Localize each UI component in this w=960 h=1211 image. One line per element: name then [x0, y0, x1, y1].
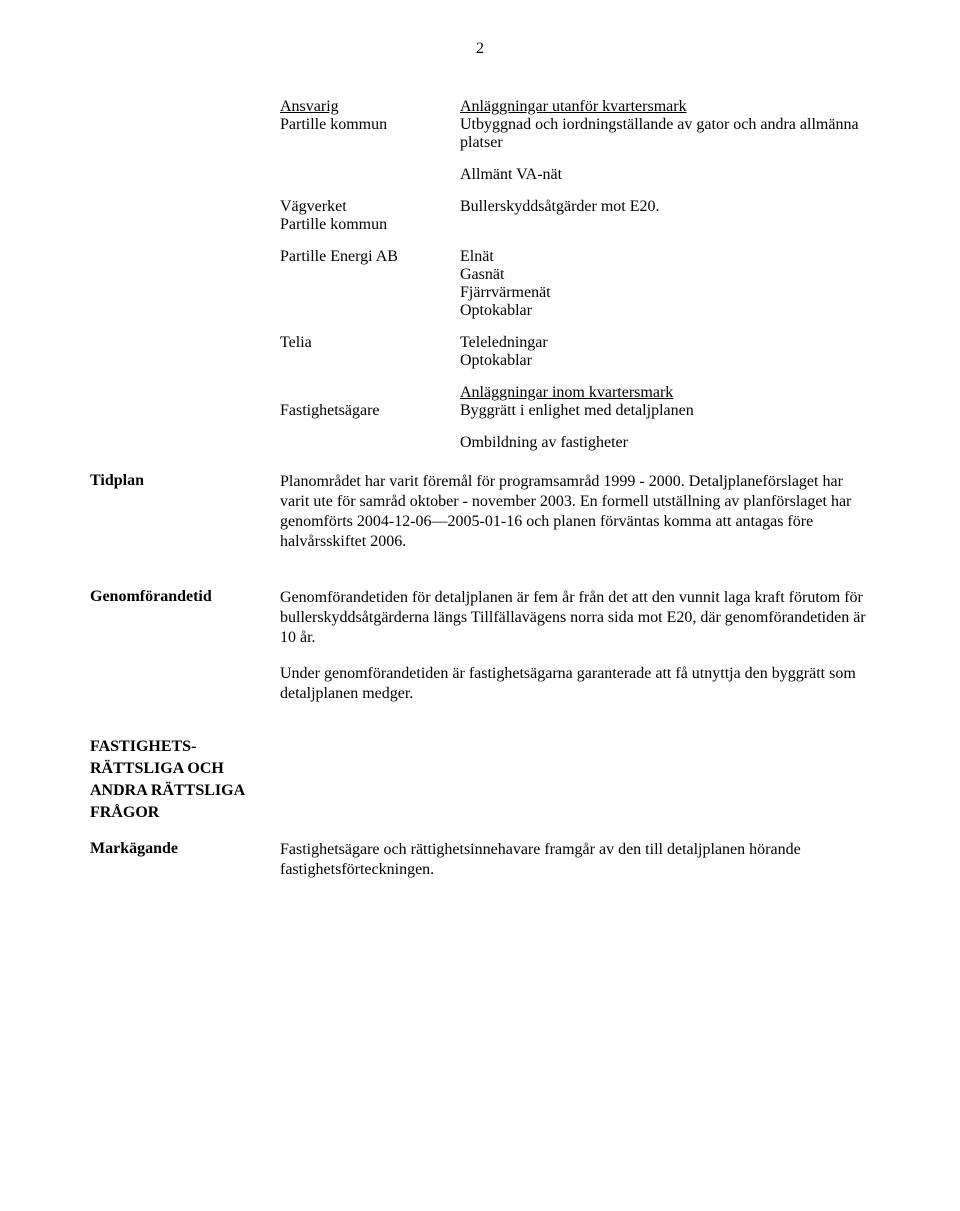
fastighets-line1: FASTIGHETS- — [90, 738, 870, 756]
resp-row: Optokablar — [280, 352, 870, 370]
markagande-section: Markägande Fastighetsägare och rättighet… — [90, 840, 870, 896]
genomforandetid-para2: Under genomförandetiden är fastighetsäga… — [280, 664, 870, 704]
resp-row: Vägverket Bullerskyddsåtgärder mot E20. — [280, 198, 870, 216]
resp-row: Gasnät — [280, 266, 870, 284]
resp-left: Fastighetsägare — [280, 402, 460, 420]
resp-header-left: Ansvarig — [280, 98, 460, 116]
resp-right: Bullerskyddsåtgärder mot E20. — [460, 198, 870, 216]
markagande-text: Fastighetsägare och rättighetsinnehavare… — [280, 840, 870, 880]
resp-left: Partille kommun — [280, 116, 460, 152]
genomforandetid-para1: Genomförandetiden för detaljplanen är fe… — [280, 588, 870, 648]
tidplan-section: Tidplan Planområdet har varit föremål fö… — [90, 472, 870, 568]
resp-row: Partille kommun Utbyggnad och iordningst… — [280, 116, 870, 152]
resp-left: Vägverket — [280, 198, 460, 216]
tidplan-text: Planområdet har varit föremål för progra… — [280, 472, 870, 552]
responsibility-section: Ansvarig Anläggningar utanför kvartersma… — [90, 98, 870, 452]
responsibility-left-spacer — [90, 98, 280, 452]
responsibility-content: Ansvarig Anläggningar utanför kvartersma… — [280, 98, 870, 452]
markagande-label: Markägande — [90, 840, 280, 896]
resp-row: Fjärrvärmenät — [280, 284, 870, 302]
resp-row: Fastighetsägare Byggrätt i enlighet med … — [280, 402, 870, 420]
resp-header-row: Ansvarig Anläggningar utanför kvartersma… — [280, 98, 870, 116]
tidplan-label: Tidplan — [90, 472, 280, 568]
resp-header2-left — [280, 384, 460, 402]
page-number: 2 — [90, 40, 870, 58]
fastighets-heading: FASTIGHETS- RÄTTSLIGA OCH ANDRA RÄTTSLIG… — [90, 738, 870, 822]
page-container: 2 Ansvarig Anläggningar utanför kvarters… — [0, 0, 960, 956]
resp-right: Allmänt VA-nät — [460, 166, 870, 184]
resp-right: Gasnät — [460, 266, 870, 284]
resp-row: Ombildning av fastigheter — [280, 434, 870, 452]
resp-left: Partille kommun — [280, 216, 460, 234]
resp-row: Telia Teleledningar — [280, 334, 870, 352]
resp-right: Byggrätt i enlighet med detaljplanen — [460, 402, 870, 420]
resp-left — [280, 284, 460, 302]
fastighets-line2: RÄTTSLIGA OCH — [90, 760, 870, 778]
resp-right: Elnät — [460, 248, 870, 266]
resp-left — [280, 352, 460, 370]
resp-right: Optokablar — [460, 352, 870, 370]
resp-right: Teleledningar — [460, 334, 870, 352]
resp-left: Telia — [280, 334, 460, 352]
resp-header2-row: Anläggningar inom kvartersmark — [280, 384, 870, 402]
resp-right: Ombildning av fastigheter — [460, 434, 870, 452]
resp-header2-right: Anläggningar inom kvartersmark — [460, 384, 870, 402]
genomforandetid-label: Genomförandetid — [90, 588, 280, 720]
resp-header-right: Anläggningar utanför kvartersmark — [460, 98, 870, 116]
resp-row: Partille Energi AB Elnät — [280, 248, 870, 266]
resp-row: Optokablar — [280, 302, 870, 320]
resp-right — [460, 216, 870, 234]
resp-right: Fjärrvärmenät — [460, 284, 870, 302]
genomforandetid-content: Genomförandetiden för detaljplanen är fe… — [280, 588, 870, 720]
fastighets-line4: FRÅGOR — [90, 804, 870, 822]
fastighets-line3: ANDRA RÄTTSLIGA — [90, 782, 870, 800]
resp-left — [280, 434, 460, 452]
resp-left — [280, 166, 460, 184]
resp-left: Partille Energi AB — [280, 248, 460, 266]
resp-row: Allmänt VA-nät — [280, 166, 870, 184]
resp-row: Partille kommun — [280, 216, 870, 234]
resp-left — [280, 302, 460, 320]
resp-left — [280, 266, 460, 284]
genomforandetid-section: Genomförandetid Genomförandetiden för de… — [90, 588, 870, 720]
resp-right: Optokablar — [460, 302, 870, 320]
resp-right: Utbyggnad och iordningställande av gator… — [460, 116, 870, 152]
